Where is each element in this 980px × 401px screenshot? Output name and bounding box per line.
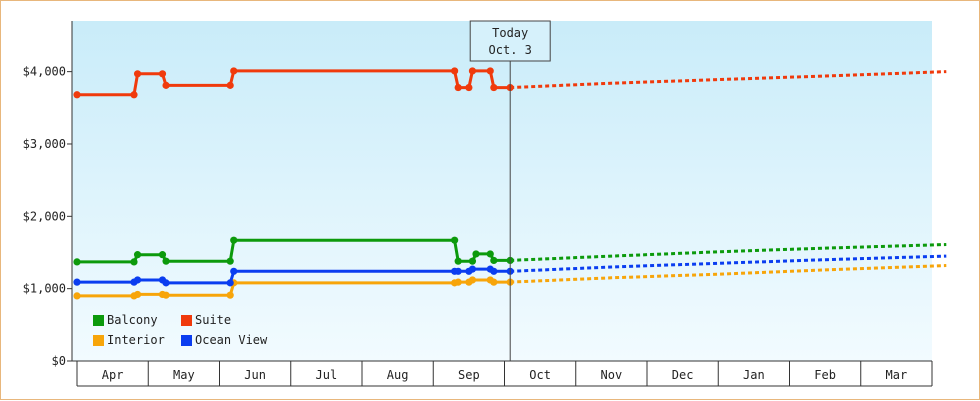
- y-tick-label: $1,000: [23, 282, 66, 296]
- month-label: Sep: [458, 368, 480, 382]
- today-box: [469, 20, 551, 62]
- legend-item-balcony: Balcony: [93, 312, 181, 328]
- today-marker: Today Oct. 3: [469, 20, 551, 361]
- y-axis: $0 $1,000 $2,000 $3,000 $4,000: [23, 21, 73, 368]
- legend-label: Ocean View: [195, 333, 268, 347]
- month-label: Jun: [244, 368, 266, 382]
- today-date: Oct. 3: [489, 43, 532, 57]
- ocean-view-point: [230, 267, 238, 275]
- balcony-point: [226, 257, 234, 265]
- legend-swatch: [181, 314, 192, 326]
- suite-point: [133, 70, 142, 78]
- y-tick-label: $3,000: [23, 137, 66, 151]
- plot-background: [72, 21, 932, 361]
- interior-point: [454, 278, 462, 286]
- suite-point: [230, 67, 238, 75]
- legend-swatch: [93, 314, 104, 326]
- month-label: Dec: [672, 368, 694, 382]
- month-label: Apr: [102, 368, 124, 382]
- legend-item-interior: Interior: [93, 332, 181, 348]
- legend-label: Interior: [107, 333, 165, 347]
- ocean-view-point: [454, 267, 462, 275]
- interior-point: [490, 278, 498, 286]
- suite-point: [468, 67, 477, 75]
- y-tick-label: $0: [52, 354, 66, 368]
- ocean-view-point: [226, 279, 234, 287]
- suite-point: [226, 81, 234, 89]
- ocean-view-point: [133, 276, 142, 284]
- legend-label: Balcony: [107, 313, 158, 327]
- interior-point: [133, 290, 142, 299]
- suite-point: [465, 83, 473, 92]
- balcony-point: [162, 257, 170, 265]
- suite-point: [158, 70, 167, 78]
- interior-point: [468, 276, 477, 284]
- balcony-point: [158, 251, 167, 259]
- month-label: May: [173, 368, 195, 382]
- y-tick-label: $4,000: [23, 65, 66, 79]
- month-label: Feb: [814, 368, 836, 382]
- interior-point: [226, 291, 234, 299]
- month-label: Jan: [743, 368, 765, 382]
- balcony-point: [486, 250, 494, 258]
- today-label: Today: [492, 26, 528, 40]
- balcony-point: [472, 250, 480, 258]
- balcony-point: [468, 257, 477, 265]
- interior-point: [73, 292, 81, 300]
- interior-point: [162, 291, 170, 299]
- legend-swatch: [93, 334, 104, 346]
- month-label: Oct: [529, 368, 551, 382]
- month-label: Aug: [387, 368, 409, 382]
- legend-swatch: [181, 334, 192, 346]
- legend-label: Suite: [195, 313, 232, 327]
- suite-point: [486, 67, 494, 75]
- balcony-point: [130, 258, 138, 266]
- ocean-view-point: [73, 278, 81, 286]
- month-label: Nov: [601, 368, 623, 382]
- suite-point: [73, 91, 81, 99]
- suite-point: [454, 83, 462, 92]
- balcony-point: [230, 236, 238, 244]
- month-label: Jul: [316, 368, 338, 382]
- ocean-view-point: [162, 279, 170, 287]
- series-layer: [73, 67, 947, 300]
- legend-item-ocean-view: Ocean View: [181, 332, 291, 348]
- month-label: Mar: [886, 368, 908, 382]
- ocean-view-point: [468, 265, 477, 273]
- balcony-point: [454, 257, 462, 265]
- balcony-point: [490, 256, 498, 265]
- balcony-point: [73, 258, 81, 266]
- balcony-point: [133, 251, 142, 259]
- legend: Balcony Suite Interior Ocean View: [93, 312, 291, 348]
- ocean-view-point: [490, 267, 498, 275]
- suite-point: [490, 83, 498, 92]
- y-tick-label: $2,000: [23, 209, 66, 223]
- suite-point: [162, 81, 170, 89]
- suite-point: [451, 67, 459, 75]
- x-axis: Apr May Jun Jul Aug Sep Oct Nov Dec Jan Feb Mar: [72, 360, 933, 387]
- legend-item-suite: Suite: [181, 312, 291, 328]
- balcony-point: [451, 236, 459, 244]
- suite-point: [130, 91, 138, 99]
